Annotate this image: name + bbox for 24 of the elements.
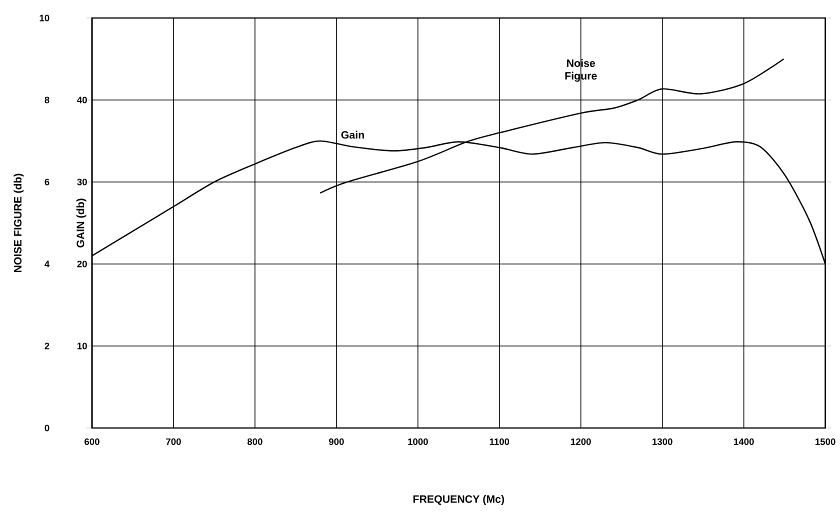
y-tick-label: 10 xyxy=(40,14,50,22)
y-tick-label: 0 xyxy=(44,424,50,432)
y2-tick-label: 10 xyxy=(78,342,87,350)
x-tick-label: 700 xyxy=(166,438,181,445)
y-tick-label: 8 xyxy=(44,96,50,104)
x-tick-label: 600 xyxy=(84,438,100,445)
y-tick-label: 4 xyxy=(44,260,50,268)
y-tick-label: 2 xyxy=(44,342,50,350)
x-tick-label: 1100 xyxy=(490,438,510,445)
x-tick-label: 1000 xyxy=(408,438,428,445)
x-tick-label: 1200 xyxy=(571,438,591,445)
x-tick-label: 900 xyxy=(328,438,344,445)
y-tick-label: 6 xyxy=(44,178,50,186)
x-tick-label: 1400 xyxy=(734,438,754,445)
x-tick-label: 800 xyxy=(247,438,262,445)
y2-tick-label: 30 xyxy=(77,178,87,186)
y-axis-title: NOISE FIGURE (db) xyxy=(14,174,24,272)
x-tick-label: 1300 xyxy=(652,438,672,446)
y2-tick-label: 40 xyxy=(77,96,87,104)
x-axis-title: FREQUENCY (Mc) xyxy=(413,495,504,505)
y2-tick-label: 20 xyxy=(77,260,87,268)
series-label: Gain xyxy=(341,130,364,139)
x-tick-label: 1500 xyxy=(816,438,836,445)
y2-axis-title: GAIN (db) xyxy=(76,198,86,248)
